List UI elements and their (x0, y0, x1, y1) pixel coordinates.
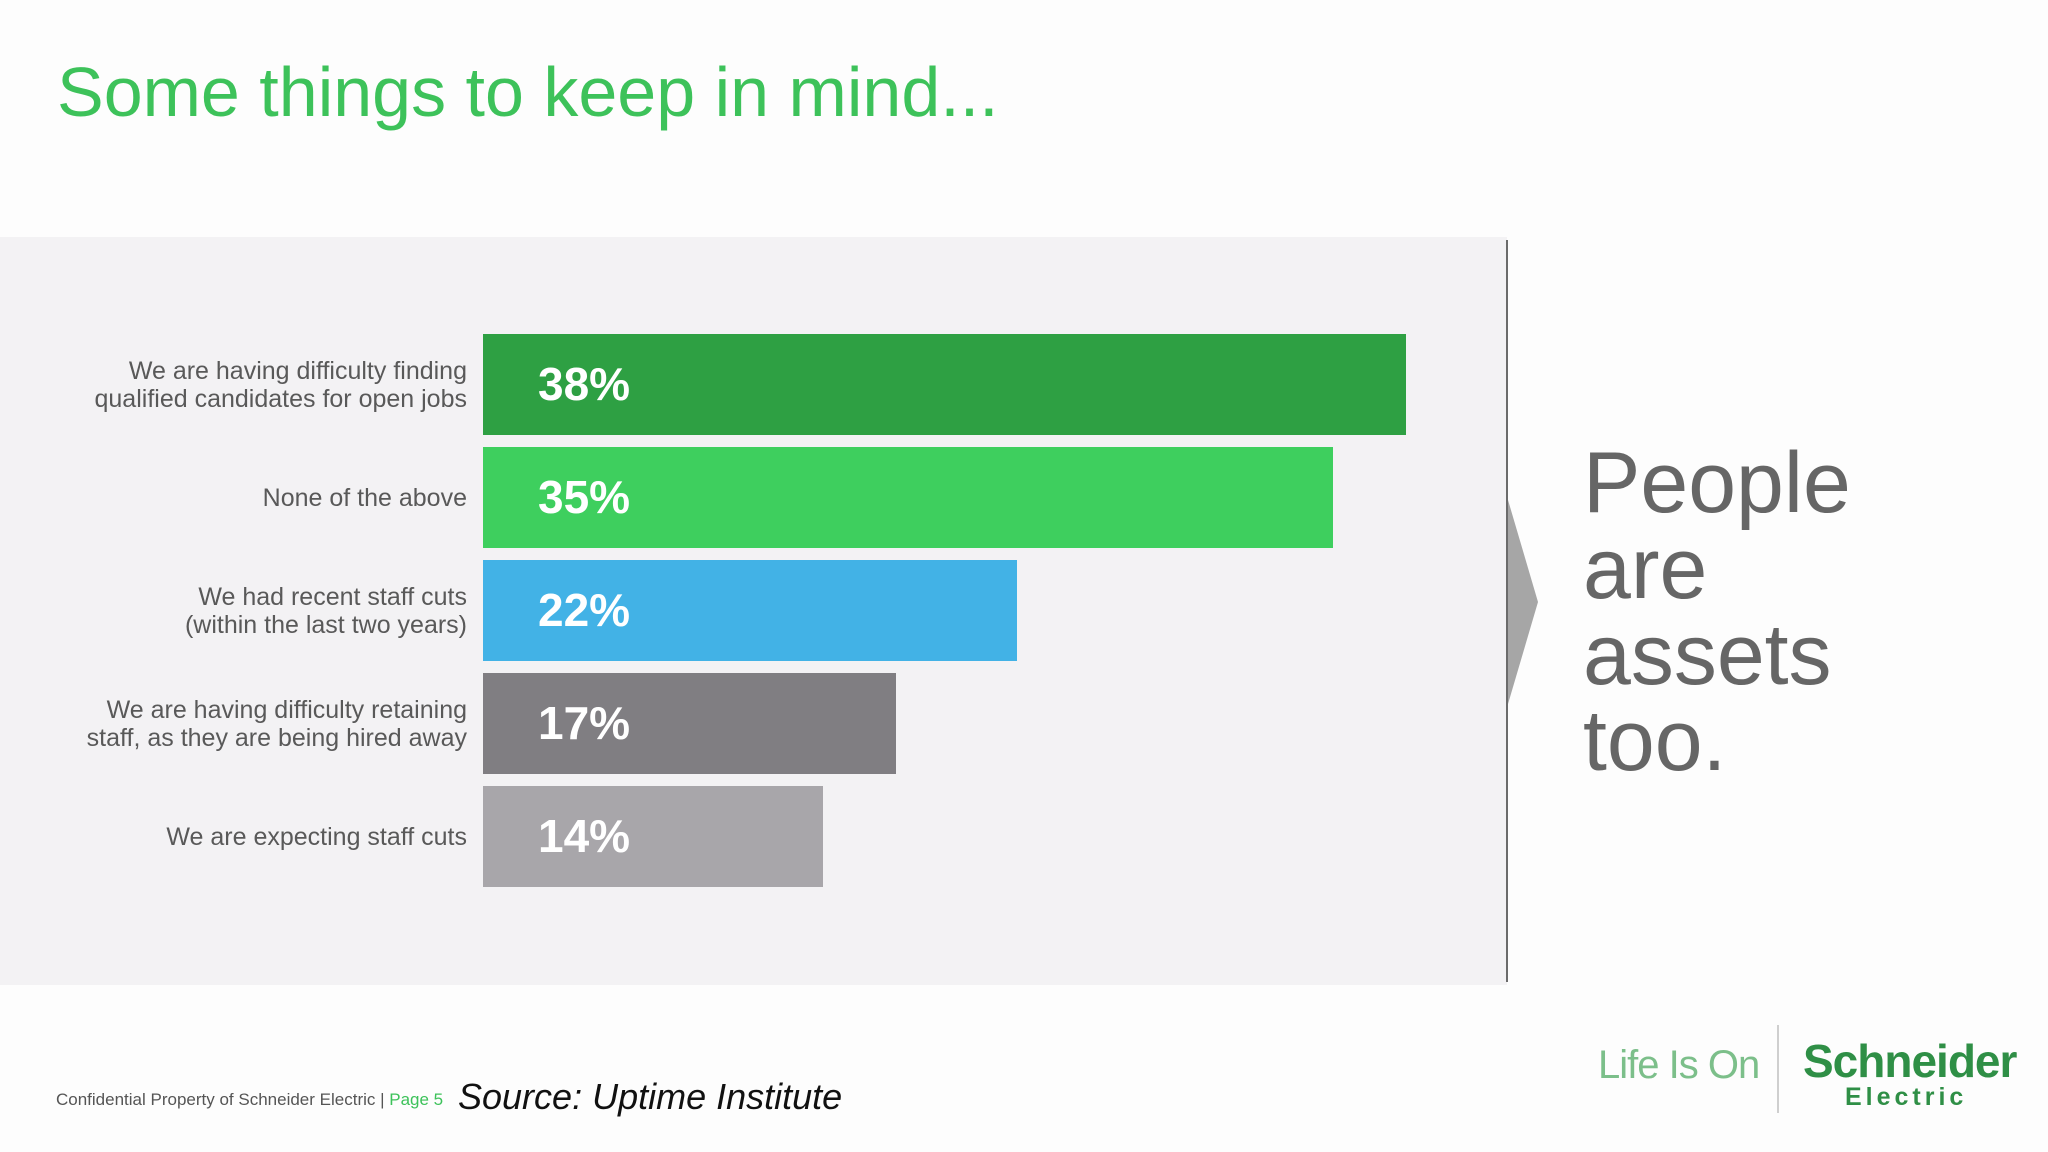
chevron-right-icon (1508, 500, 1538, 704)
category-label-line: (within the last two years) (184, 610, 467, 639)
bar: 22% (483, 560, 1018, 661)
bar-value-label: 14% (538, 810, 631, 862)
bar: 35% (483, 447, 1334, 548)
tagline-line: assets (1583, 607, 1832, 703)
life-is-on-logo: Life Is On (1598, 1043, 1760, 1087)
category-label-line: None of the above (262, 483, 467, 512)
tagline-line: too. (1583, 693, 1727, 789)
category-label-line: staff, as they are being hired away (86, 723, 467, 752)
confidential-text: Confidential Property of Schneider Elect… (56, 1090, 390, 1109)
logo-wordmark-top: Schneider (1803, 1035, 2017, 1087)
bar: 14% (483, 786, 824, 887)
page-title: Some things to keep in mind... (57, 53, 999, 131)
bar-value-label: 22% (538, 584, 631, 636)
bar-value-label: 35% (538, 471, 631, 523)
tagline-text: People are assets too. (1583, 440, 1851, 784)
logo-wordmark-bottom: Electric (1845, 1083, 1968, 1111)
bar: 17% (483, 673, 896, 774)
source-note: Source: Uptime Institute (458, 1076, 843, 1117)
category-label: We are having difficulty finding qualifie… (7, 356, 468, 413)
category-label: We are expecting staff cuts (7, 823, 467, 851)
bar: 38% (483, 334, 1406, 435)
category-label: We are having difficulty retaining staff,… (7, 696, 467, 752)
page-number: Page 5 (389, 1090, 444, 1109)
category-label-line: We are expecting staff cuts (166, 822, 467, 851)
schneider-electric-logo: Schneider Electric (1803, 1038, 2023, 1110)
category-label-line: We had recent staff cuts (198, 582, 467, 611)
category-label-line: qualified candidates for open jobs (94, 384, 468, 413)
bar-value-label: 17% (538, 697, 631, 749)
tagline-line: are (1583, 521, 1708, 617)
category-label-line: We are having difficulty retaining (106, 695, 467, 724)
category-label: None of the above (7, 484, 467, 512)
category-label-line: We are having difficulty finding (128, 356, 467, 385)
bar-value-label: 38% (538, 358, 631, 410)
logo-divider (1777, 1025, 1779, 1113)
divider-line (1506, 240, 1508, 982)
tagline-line: People (1583, 435, 1851, 531)
category-label: We had recent staff cuts (within the last… (7, 583, 467, 639)
footer-confidential: Confidential Property of Schneider Elect… (56, 1090, 443, 1110)
